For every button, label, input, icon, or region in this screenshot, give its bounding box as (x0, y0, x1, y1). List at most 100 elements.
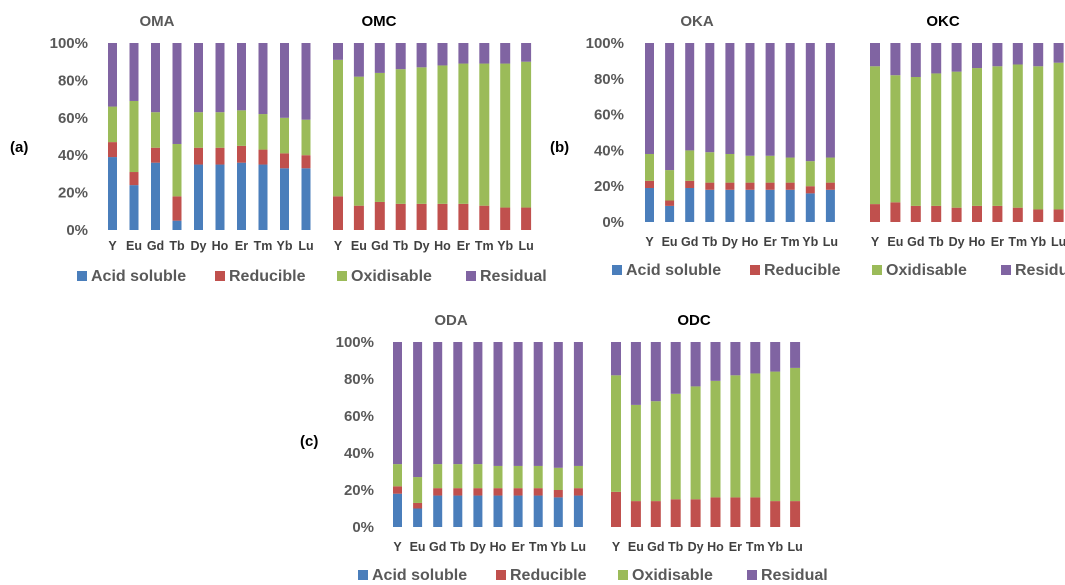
bar-segment (890, 43, 901, 76)
x-tick-label: Ho (434, 239, 451, 253)
bar-segment (630, 342, 641, 405)
bar-segment (458, 63, 469, 204)
bar-segment (992, 66, 1003, 206)
bar-segment (416, 67, 427, 204)
bar-segment (770, 342, 781, 372)
legend-swatch (466, 271, 476, 281)
bar-segment (630, 404, 641, 502)
bar-segment (553, 467, 563, 490)
x-tick-label: Tb (929, 235, 945, 249)
bar-segment (805, 193, 815, 222)
bar-segment (453, 342, 463, 465)
x-tick-label: Y (108, 239, 117, 253)
bar-segment (374, 43, 385, 73)
bar-segment (690, 342, 701, 387)
bar-segment (473, 342, 483, 465)
bar-segment (533, 488, 543, 496)
bar-segment (433, 488, 443, 496)
x-tick-label: Er (511, 540, 524, 554)
bar-segment (805, 161, 815, 187)
x-tick-label: Y (612, 540, 621, 554)
bar-segment (1033, 66, 1044, 210)
bar-segment (790, 342, 801, 368)
chart-okc: OKC Y Eu Gd Tb Dy Ho Er Tm Yb Lu (870, 13, 1065, 249)
x-tick-label: Eu (410, 540, 426, 554)
bar-segment (645, 43, 654, 154)
bar-segment (395, 203, 406, 230)
bar-segment (194, 147, 203, 165)
legend-swatch (496, 570, 506, 580)
bar-segment (1053, 209, 1064, 222)
legend-swatch (612, 265, 622, 275)
chart-odc: ODC Y Eu Gd Tb Dy Ho Er Tm Yb Lu (611, 312, 803, 554)
bar-segment (413, 508, 423, 527)
y-tick-label: 0% (352, 519, 374, 536)
bar-segment (745, 155, 755, 183)
bar-segment (611, 342, 621, 376)
bar-segment (745, 189, 755, 222)
bar-segment (333, 43, 343, 60)
x-tick-label: Yb (277, 239, 293, 253)
bar-segment (750, 373, 761, 498)
bar-segment (972, 205, 982, 222)
x-tick-label: Tb (169, 239, 185, 253)
x-tick-label: Lu (571, 540, 586, 554)
legend-swatch (358, 570, 368, 580)
x-tick-label: Y (871, 235, 880, 249)
x-tick-label: Dy (949, 235, 965, 249)
bar-segment (705, 189, 715, 222)
bar-segment (951, 43, 962, 72)
bar-segment (374, 201, 385, 230)
chart-title: ODA (434, 312, 468, 329)
legend-swatch (77, 271, 87, 281)
bar-segment (151, 43, 160, 113)
bar-segment (611, 491, 621, 527)
legend-swatch (872, 265, 882, 275)
x-tick-label: Dy (722, 235, 738, 249)
bar-segment (521, 43, 532, 62)
bar-segment (237, 145, 246, 163)
bar-segment (650, 501, 661, 527)
panel-label: (c) (300, 433, 318, 450)
bar-segment (765, 43, 775, 156)
y-tick-label: 60% (594, 107, 624, 124)
x-tick-label: Eu (887, 235, 903, 249)
y-tick-label: 20% (344, 482, 374, 499)
bar-segment (479, 205, 490, 230)
bar-segment (710, 342, 721, 381)
bar-segment (513, 465, 523, 489)
x-tick-label: Y (393, 540, 402, 554)
bar-segment (1012, 207, 1023, 222)
bar-segment (301, 119, 311, 156)
x-tick-label: Ho (212, 239, 229, 253)
bar-segment (951, 207, 962, 222)
x-tick-label: Tb (393, 239, 409, 253)
bar-segment (730, 497, 741, 527)
bar-segment (151, 147, 160, 163)
y-tick-label: 0% (602, 214, 624, 231)
bar-segment (750, 497, 761, 527)
bar-segment (108, 43, 117, 107)
bar-segment (353, 205, 364, 230)
y-tick-label: 100% (336, 334, 374, 351)
bar-segment (395, 69, 406, 204)
legend-label: Residual (480, 268, 547, 285)
x-tick-label: Tm (781, 235, 800, 249)
bar-segment (172, 220, 182, 230)
legend-swatch (618, 570, 628, 580)
x-tick-label: Dy (470, 540, 486, 554)
x-tick-label: Ho (742, 235, 759, 249)
bar-segment (710, 497, 721, 527)
bar-segment (785, 157, 795, 183)
bar-segment (393, 486, 402, 494)
bar-segment (513, 342, 523, 466)
bar-segment (972, 68, 982, 206)
x-tick-label: Ho (969, 235, 986, 249)
bar-segment (1053, 62, 1064, 210)
bar-segment (258, 149, 268, 165)
bar-segment (705, 182, 715, 190)
bar-segment (393, 493, 402, 527)
legend: Acid soluble Reducible Oxidisable Residual (358, 567, 828, 584)
x-tick-label: Tm (475, 239, 494, 253)
